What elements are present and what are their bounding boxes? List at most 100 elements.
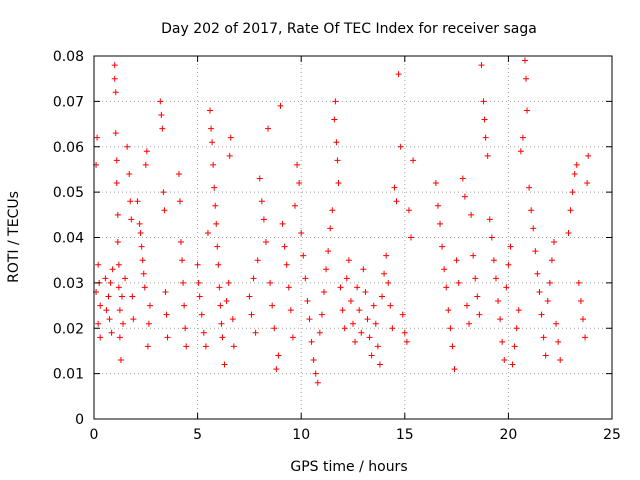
data-point xyxy=(461,193,468,200)
data-point xyxy=(360,266,367,273)
data-point xyxy=(492,275,499,282)
data-point xyxy=(130,316,137,323)
data-point xyxy=(196,293,203,300)
y-tick-label: 0.04 xyxy=(53,231,84,247)
data-point xyxy=(118,293,125,300)
data-point xyxy=(306,316,313,323)
data-point xyxy=(181,302,188,309)
data-point xyxy=(111,62,118,69)
data-point xyxy=(252,329,259,336)
data-point xyxy=(553,320,560,327)
data-point xyxy=(401,329,408,336)
data-point xyxy=(432,180,439,187)
data-point xyxy=(503,284,510,291)
data-point xyxy=(281,243,288,250)
data-points xyxy=(93,57,592,386)
data-point xyxy=(585,152,592,159)
y-tick-label: 0.07 xyxy=(53,94,84,110)
data-point xyxy=(376,361,383,368)
data-point xyxy=(478,62,485,69)
data-point xyxy=(207,107,214,114)
data-point xyxy=(507,243,514,250)
data-point xyxy=(279,220,286,227)
data-point xyxy=(495,298,502,305)
data-point xyxy=(178,239,185,246)
data-point xyxy=(159,125,166,132)
data-point xyxy=(298,229,305,236)
data-point xyxy=(476,311,483,318)
data-point xyxy=(335,180,342,187)
data-point xyxy=(439,243,446,250)
data-point xyxy=(567,207,574,214)
data-point xyxy=(95,261,102,268)
data-point xyxy=(112,130,119,137)
data-point xyxy=(129,293,136,300)
data-point xyxy=(374,343,381,350)
data-point xyxy=(343,275,350,282)
x-tick-label: 5 xyxy=(193,427,202,443)
data-point xyxy=(113,157,120,164)
data-point xyxy=(296,180,303,187)
data-point xyxy=(221,361,228,368)
data-point xyxy=(341,325,348,332)
data-point xyxy=(352,338,359,345)
data-point xyxy=(484,152,491,159)
data-point xyxy=(219,334,226,341)
x-tick-label: 15 xyxy=(396,427,414,443)
data-point xyxy=(277,102,284,109)
data-point xyxy=(320,288,327,295)
data-point xyxy=(210,161,217,168)
data-point xyxy=(481,116,488,123)
data-point xyxy=(582,334,589,341)
data-point xyxy=(521,57,528,64)
data-point xyxy=(555,338,562,345)
data-point xyxy=(294,161,301,168)
data-point xyxy=(323,266,330,273)
data-point xyxy=(387,302,394,309)
data-point xyxy=(211,184,218,191)
data-point xyxy=(204,229,211,236)
data-point xyxy=(449,343,456,350)
data-point xyxy=(304,298,311,305)
data-point xyxy=(314,379,321,386)
data-point xyxy=(107,279,114,286)
data-point xyxy=(515,307,522,314)
x-tick-label: 20 xyxy=(499,427,517,443)
data-point xyxy=(364,316,371,323)
data-point xyxy=(544,298,551,305)
y-tick-label: 0.02 xyxy=(53,321,84,337)
data-point xyxy=(300,252,307,259)
data-point xyxy=(472,275,479,282)
data-point xyxy=(530,225,537,232)
data-point xyxy=(194,261,201,268)
data-point xyxy=(115,284,122,291)
data-point xyxy=(116,307,123,314)
y-tick-label: 0.06 xyxy=(53,140,84,156)
data-point xyxy=(275,352,282,359)
data-point xyxy=(528,207,535,214)
data-point xyxy=(145,320,152,327)
data-point xyxy=(302,275,309,282)
data-point xyxy=(497,316,504,323)
data-point xyxy=(246,293,253,300)
data-point xyxy=(312,370,319,377)
data-point xyxy=(550,239,557,246)
data-point xyxy=(202,343,209,350)
data-point xyxy=(509,361,516,368)
data-point xyxy=(325,248,332,255)
data-point xyxy=(526,184,533,191)
data-point xyxy=(124,143,131,150)
data-point xyxy=(158,111,165,118)
data-point xyxy=(209,139,216,146)
data-point xyxy=(146,302,153,309)
data-point xyxy=(385,279,392,286)
y-tick-label: 0.05 xyxy=(53,185,84,201)
data-point xyxy=(329,207,336,214)
data-point xyxy=(534,270,541,277)
data-point xyxy=(195,279,202,286)
data-point xyxy=(122,275,129,282)
data-point xyxy=(254,257,261,264)
data-point xyxy=(372,320,379,327)
data-point xyxy=(451,366,458,373)
